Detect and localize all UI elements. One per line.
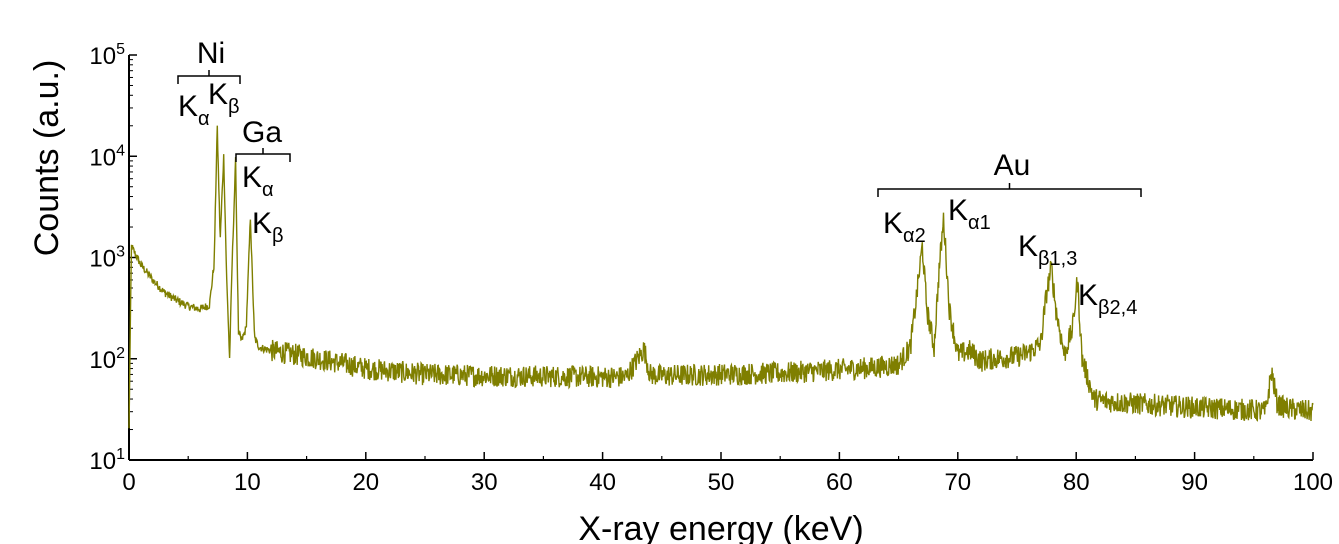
au-k-alpha1-label: Kα1 bbox=[948, 194, 991, 234]
x-tick-label: 20 bbox=[352, 469, 379, 496]
ni-k-alpha-label: Kα bbox=[178, 90, 210, 130]
y-tick-exponent: 2 bbox=[116, 345, 125, 362]
ga-bracket bbox=[235, 148, 291, 162]
y-tick-label: 105 bbox=[89, 41, 125, 70]
y-tick-exponent: 5 bbox=[116, 41, 125, 58]
x-tick-label: 60 bbox=[826, 469, 853, 496]
y-tick-label: 103 bbox=[89, 244, 125, 273]
ni-bracket bbox=[177, 70, 241, 84]
x-tick-label: 50 bbox=[708, 469, 735, 496]
au-k-beta13-label: Kβ1,3 bbox=[1018, 230, 1077, 270]
y-tick-exponent: 4 bbox=[116, 142, 125, 159]
y-tick-base: 10 bbox=[89, 448, 116, 475]
x-tick-label: 80 bbox=[1063, 469, 1090, 496]
x-tick-label: 30 bbox=[471, 469, 498, 496]
y-tick-label: 102 bbox=[89, 345, 125, 374]
peak-brackets bbox=[177, 70, 1142, 197]
x-tick-label: 70 bbox=[944, 469, 971, 496]
x-tick-label: 40 bbox=[589, 469, 616, 496]
x-ticks: 0 10 20 30 40 50 60 70 80 90 100 bbox=[122, 452, 1333, 496]
au-label: Au bbox=[994, 149, 1031, 182]
x-axis-title: X-ray energy (keV) bbox=[578, 510, 863, 544]
ni-k-beta-label: Kβ bbox=[208, 78, 240, 118]
ga-k-beta-label: Kβ bbox=[252, 207, 284, 247]
x-tick-label: 10 bbox=[234, 469, 261, 496]
ga-label: Ga bbox=[242, 116, 282, 149]
y-tick-base: 10 bbox=[89, 246, 116, 273]
y-tick-label: 104 bbox=[89, 142, 125, 171]
spectrum-line bbox=[128, 125, 1314, 429]
y-tick-exponent: 1 bbox=[116, 446, 125, 463]
y-tick-base: 10 bbox=[89, 347, 116, 374]
ga-k-alpha-label: Kα bbox=[242, 161, 274, 201]
x-tick-label: 90 bbox=[1181, 469, 1208, 496]
x-tick-label: 100 bbox=[1293, 469, 1333, 496]
y-tick-label: 101 bbox=[89, 446, 125, 475]
y-tick-base: 10 bbox=[89, 43, 116, 70]
y-tick-exponent: 3 bbox=[116, 244, 125, 261]
au-k-alpha2-label: Kα2 bbox=[883, 207, 926, 247]
x-tick-label: 0 bbox=[122, 469, 135, 496]
y-tick-base: 10 bbox=[89, 144, 116, 171]
au-k-beta24-label: Kβ2,4 bbox=[1078, 279, 1137, 319]
y-axis-title: Counts (a.u.) bbox=[28, 60, 66, 257]
au-bracket bbox=[877, 183, 1142, 197]
ni-label: Ni bbox=[197, 37, 225, 70]
